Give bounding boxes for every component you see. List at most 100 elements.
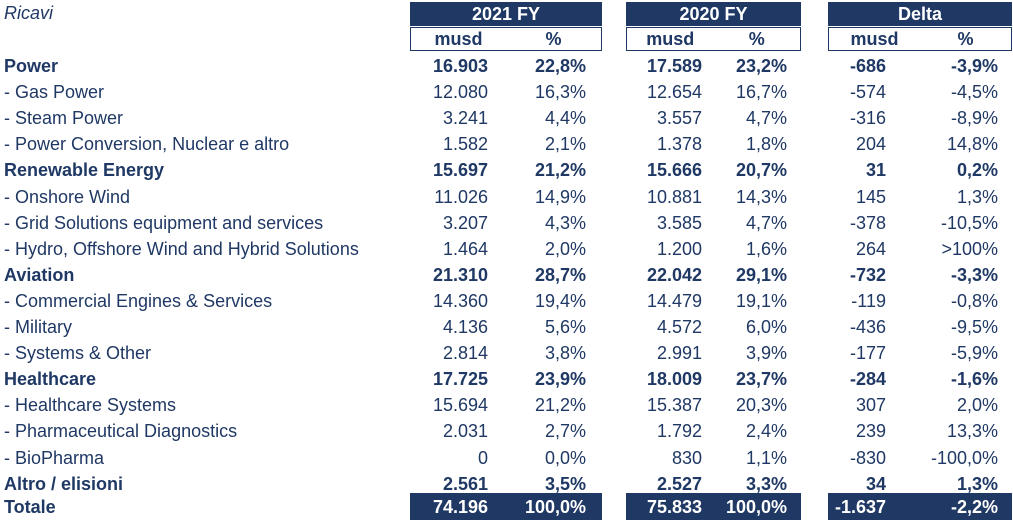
cell-pct-2020: 1,8% xyxy=(745,134,787,155)
cell-musd-2020: 1.200 xyxy=(656,238,702,259)
cell-pct-delta: -100,0% xyxy=(930,447,998,468)
table-row: - Commercial Engines & Services 14.360 19,… xyxy=(0,289,1013,315)
cell-musd-delta: 145 xyxy=(855,186,886,207)
cell-pct-2021: 4,3% xyxy=(544,212,586,233)
table-title: Ricavi xyxy=(4,3,54,23)
cell-musd-2021: 3.241 xyxy=(442,108,488,129)
cell-musd-2021: 3.207 xyxy=(442,212,488,233)
cell-pct-2020: 4,7% xyxy=(745,212,787,233)
row-label: - Systems & Other xyxy=(4,343,152,364)
cell-pct-2021: 0,0% xyxy=(544,447,586,468)
cell-pct-2020: 1,1% xyxy=(745,447,787,468)
cell-musd-delta: -378 xyxy=(849,212,886,233)
table-row: - Onshore Wind 11.026 14,9% 10.881 14,3% 145 1… xyxy=(0,185,1013,211)
cell-musd-2020: 18.009 xyxy=(646,369,702,390)
table-row: - Pharmaceutical Diagnostics 2.031 2,7% 1.7… xyxy=(0,419,1013,445)
cell-pct-2020: 1,6% xyxy=(745,238,787,259)
cell-musd-2020: 14.479 xyxy=(646,290,702,311)
cell-pct-2020: 20,7% xyxy=(735,160,787,181)
cell-musd-2021: 2.031 xyxy=(442,421,488,442)
cell-musd-2021: 11.026 xyxy=(434,186,488,207)
cell-musd-delta: -732 xyxy=(849,264,886,285)
table-row: Aviation 21.310 28,7% 22.042 29,1% -732 -3,3% xyxy=(0,263,1013,289)
cell-musd-2021: 21.310 xyxy=(432,264,488,285)
cell-musd-delta: 264 xyxy=(855,238,886,259)
col-musd-delta: musd xyxy=(850,28,899,49)
row-label: - BioPharma xyxy=(4,447,105,468)
cell-musd-delta: 239 xyxy=(855,421,886,442)
cell-musd-2020: 12.654 xyxy=(646,82,702,103)
cell-musd-delta: -316 xyxy=(849,108,886,129)
total-row: Totale 74.196 100,0% 75.833 100,0% -1.637 -2,2… xyxy=(0,495,1013,521)
cell-pct-delta: 2,0% xyxy=(956,395,998,416)
cell-musd-2020: 15.387 xyxy=(646,395,702,416)
table-row: - Military 4.136 5,6% 4.572 6,0% -436 -9,5% xyxy=(0,315,1013,341)
table-row: - Gas Power 12.080 16,3% 12.654 16,7% -574 -4,… xyxy=(0,80,1013,106)
cell-musd-2021: 2.561 xyxy=(442,473,488,494)
cell-musd-2020: 10.881 xyxy=(646,186,702,207)
total-bg-delta xyxy=(828,493,1012,520)
period-subheader-delta: musd % xyxy=(828,27,1012,51)
cell-musd-delta: 31 xyxy=(865,160,886,181)
cell-pct-delta: 14,8% xyxy=(946,134,998,155)
cell-pct-2021: 5,6% xyxy=(544,317,586,337)
total-bg-2020 xyxy=(626,493,801,520)
table-row: - Steam Power 3.241 4,4% 3.557 4,7% -316 -8,9% xyxy=(0,106,1013,132)
cell-pct-2020: 100,0% xyxy=(725,497,787,517)
cell-pct-2021: 2,1% xyxy=(544,134,586,155)
cell-musd-2020: 3.557 xyxy=(656,108,702,129)
cell-musd-delta: -177 xyxy=(849,343,886,364)
cell-pct-2020: 6,0% xyxy=(745,317,787,337)
cell-pct-2021: 28,7% xyxy=(534,264,586,285)
cell-musd-2021: 17.725 xyxy=(432,369,488,390)
cell-musd-delta: -1.637 xyxy=(834,497,886,517)
cell-pct-delta: -10,5% xyxy=(940,212,998,233)
row-label: - Military xyxy=(4,317,72,337)
cell-pct-2021: 2,7% xyxy=(544,421,586,442)
cell-pct-2021: 3,8% xyxy=(544,343,586,364)
period-header-2020: 2020 FY xyxy=(626,2,801,26)
cell-pct-2020: 3,3% xyxy=(745,473,787,494)
cell-pct-delta: -3,3% xyxy=(950,264,998,285)
cell-musd-delta: -119 xyxy=(851,290,886,311)
cell-musd-2020: 3.585 xyxy=(656,212,702,233)
row-label: Renewable Energy xyxy=(4,160,165,181)
row-label: - Pharmaceutical Diagnostics xyxy=(4,421,238,442)
cell-pct-delta: -0,8% xyxy=(950,290,998,311)
cell-musd-2020: 1.378 xyxy=(656,134,702,155)
cell-musd-2020: 22.042 xyxy=(646,264,702,285)
cell-pct-delta: >100% xyxy=(941,238,998,259)
table-row: - Hydro, Offshore Wind and Hybrid Soluti… xyxy=(0,237,1013,263)
cell-pct-2020: 14,3% xyxy=(735,186,787,207)
cell-pct-2021: 19,4% xyxy=(534,290,586,311)
cell-pct-2021: 21,2% xyxy=(534,395,586,416)
cell-musd-2020: 1.792 xyxy=(656,421,702,442)
cell-musd-2021: 74.196 xyxy=(432,497,488,517)
cell-pct-delta: -8,9% xyxy=(950,108,998,129)
cell-pct-delta: -5,9% xyxy=(950,343,998,364)
cell-musd-delta: 34 xyxy=(865,473,886,494)
total-bg-2021 xyxy=(410,493,602,520)
cell-musd-2021: 14.360 xyxy=(432,290,488,311)
row-label: Aviation xyxy=(4,264,75,285)
cell-pct-delta: 1,3% xyxy=(956,186,998,207)
table-row: - BioPharma 0 0,0% 830 1,1% -830 -100,0% xyxy=(0,446,1013,472)
table-row: - Grid Solutions equipment and services 3… xyxy=(0,211,1013,237)
cell-pct-delta: -3,9% xyxy=(950,56,998,76)
cell-musd-2020: 15.666 xyxy=(646,160,702,181)
cell-pct-2021: 2,0% xyxy=(544,238,586,259)
cell-pct-2020: 16,7% xyxy=(735,82,787,103)
cell-musd-2021: 15.697 xyxy=(432,160,488,181)
cell-pct-2021: 4,4% xyxy=(544,108,586,129)
cell-pct-delta: 13,3% xyxy=(946,421,998,442)
table-row: Healthcare 17.725 23,9% 18.009 23,7% -284 -1,6… xyxy=(0,367,1013,393)
cell-musd-delta: 204 xyxy=(855,134,886,155)
cell-musd-2020: 4.572 xyxy=(656,317,702,337)
cell-pct-delta: 0,2% xyxy=(956,160,998,181)
cell-musd-2020: 830 xyxy=(671,447,702,468)
table-row: Power 16.903 22,8% 17.589 23,2% -686 -3,9% xyxy=(0,54,1013,80)
cell-musd-delta: -686 xyxy=(849,56,886,76)
row-label: - Gas Power xyxy=(4,82,105,103)
col-musd-2021: musd xyxy=(434,28,483,49)
table-row: Altro / elisioni 2.561 3,5% 2.527 3,3% 34 1,3% xyxy=(0,472,1013,498)
